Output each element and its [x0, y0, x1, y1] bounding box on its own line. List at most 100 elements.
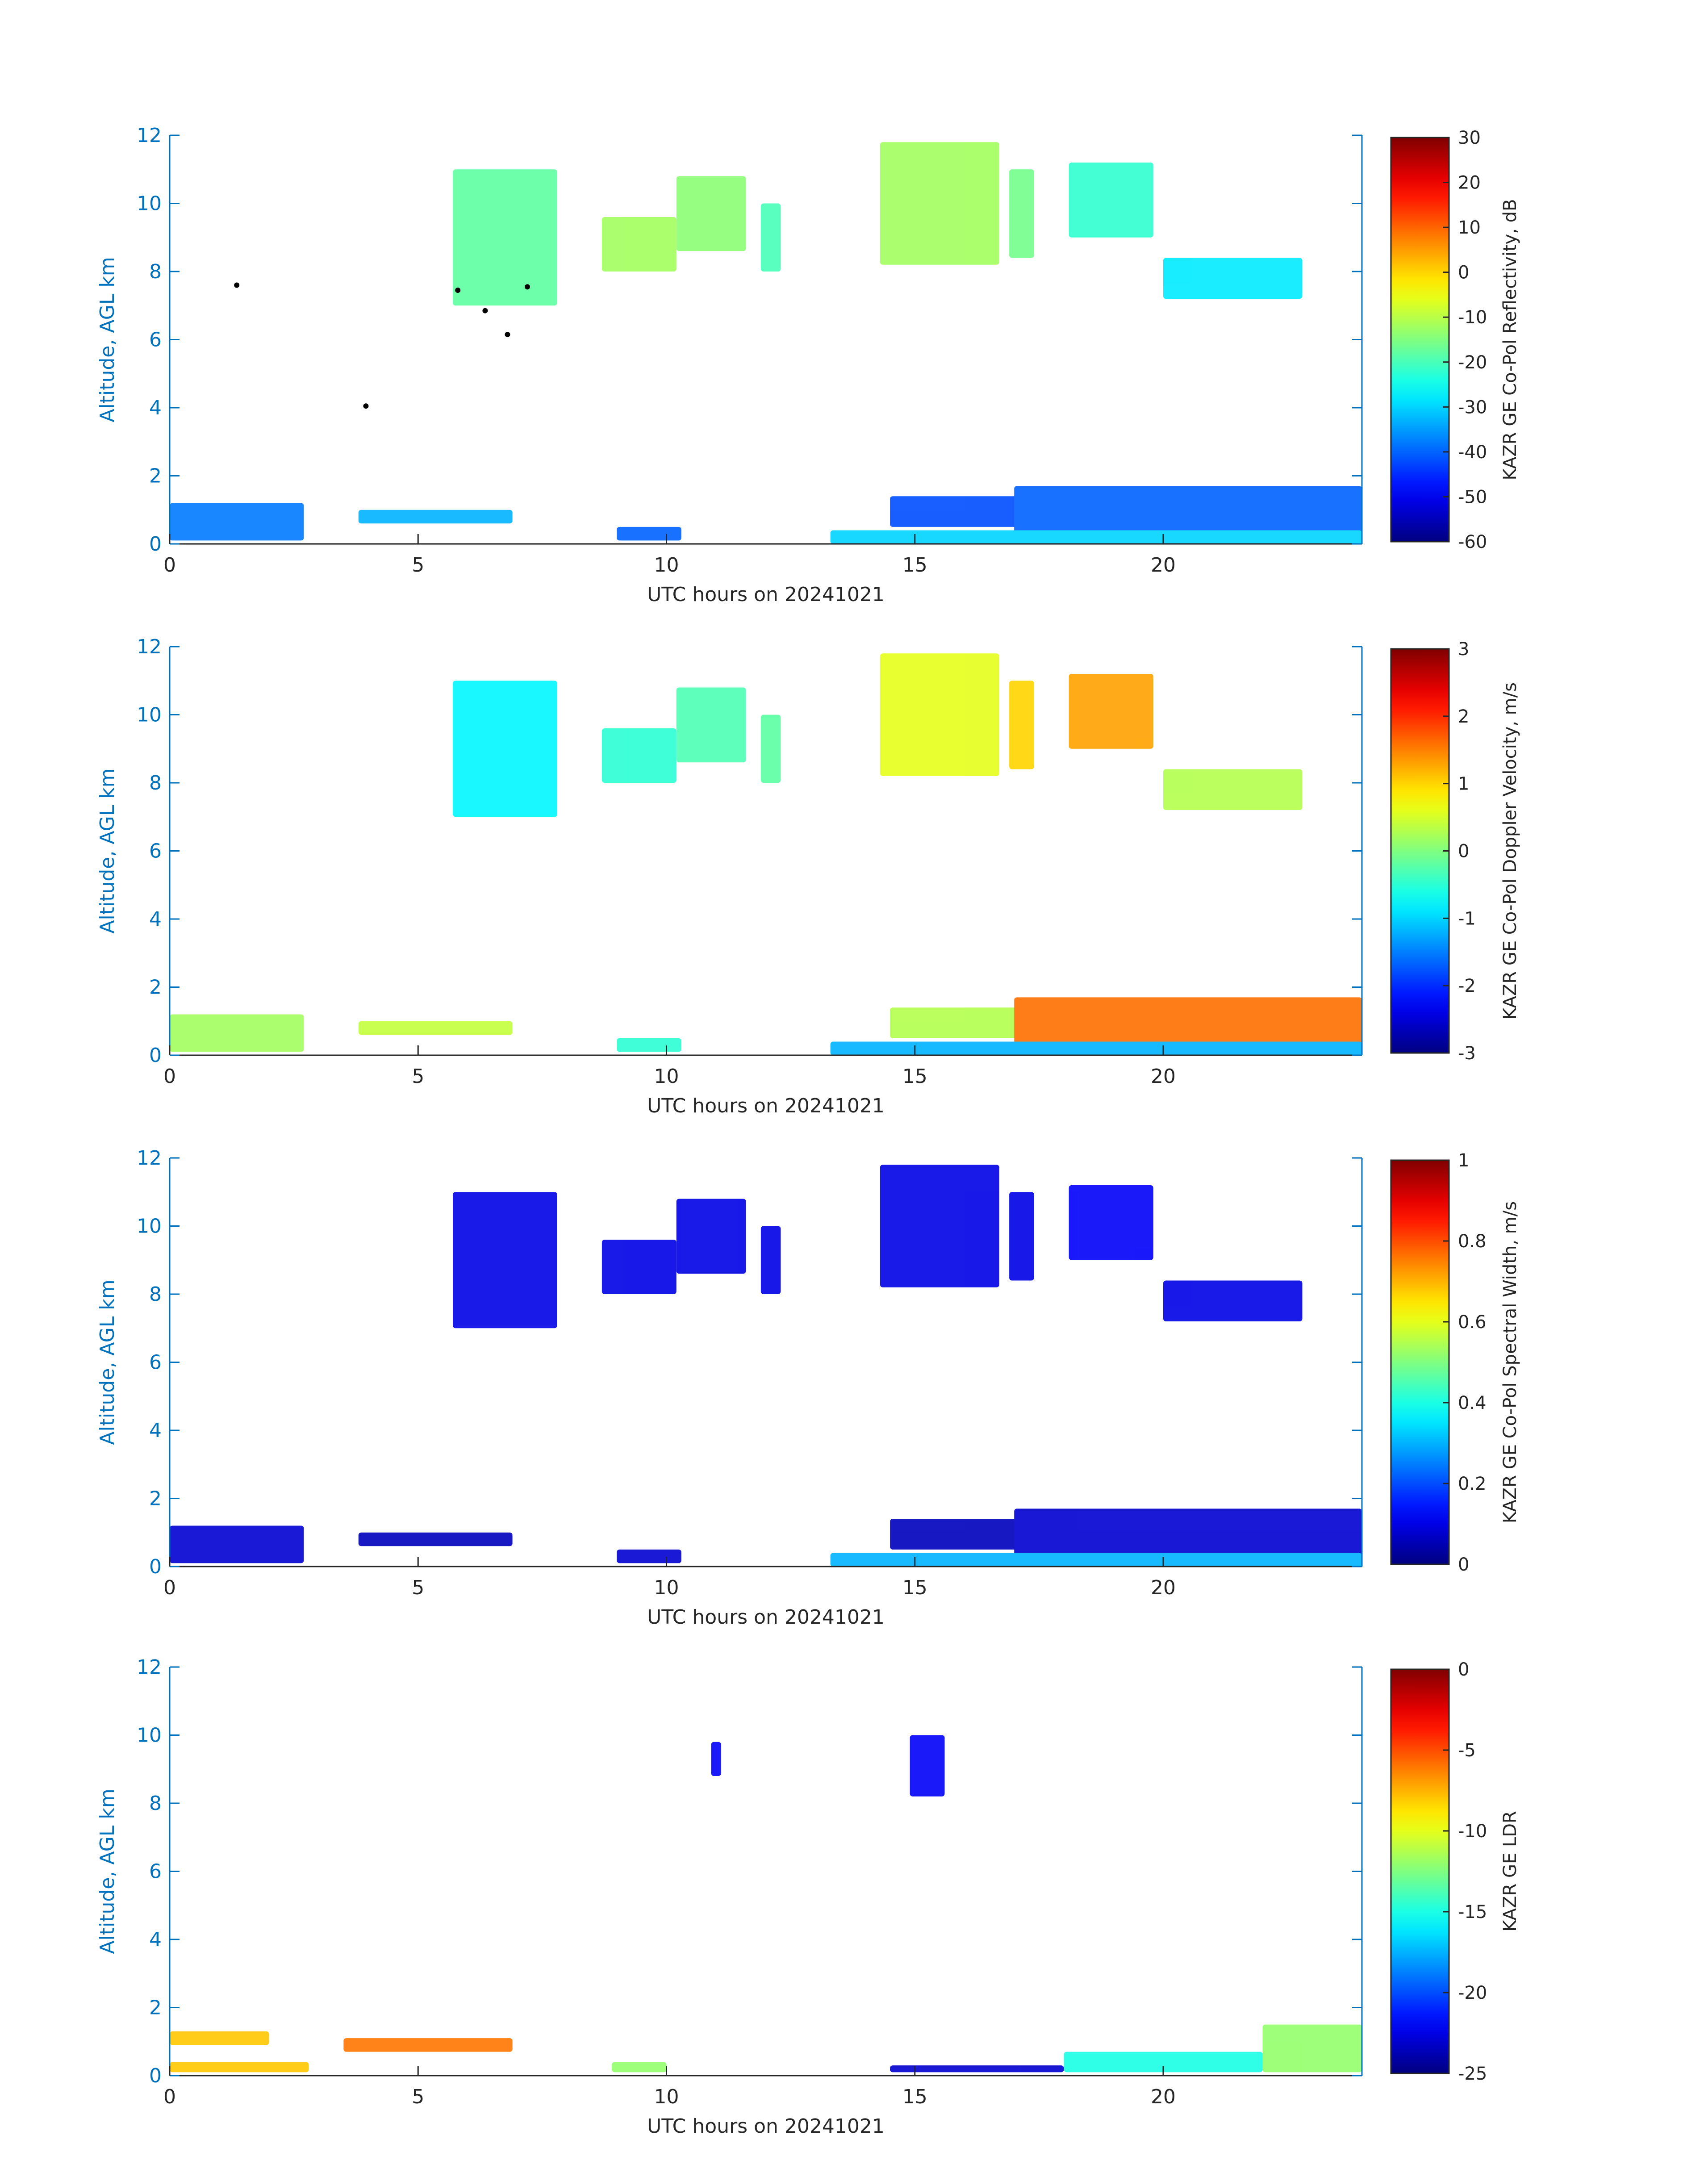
- y-tick-label: 10: [137, 704, 162, 727]
- y-axis-label: Altitude, AGL km: [96, 768, 119, 933]
- data-region: [676, 176, 746, 251]
- y-tick-label: 12: [137, 124, 162, 147]
- x-tick-label: 20: [1151, 2085, 1176, 2108]
- y-tick-label: 12: [137, 635, 162, 658]
- data-region: [170, 1014, 304, 1052]
- colorbar-label: KAZR GE Co-Pol Reflectivity, dB: [1500, 199, 1520, 481]
- y-tick-label: 0: [149, 533, 162, 556]
- x-axis-label: UTC hours on 20241021: [647, 2115, 885, 2138]
- data-region: [830, 1041, 1362, 1055]
- data-region: [1069, 163, 1153, 238]
- colorbar-label: KAZR GE Co-Pol Spectral Width, m/s: [1500, 1201, 1520, 1523]
- x-tick-label: 20: [1151, 1065, 1176, 1088]
- colorbar-tick-label: 10: [1458, 217, 1481, 238]
- x-tick-label: 15: [902, 1065, 927, 1088]
- data-region: [1014, 997, 1362, 1052]
- data-region: [601, 217, 677, 272]
- y-tick-label: 12: [137, 1147, 162, 1170]
- data-region: [1009, 169, 1034, 258]
- data-region: [453, 681, 557, 817]
- colorbar-tick-label: -40: [1458, 442, 1487, 463]
- data-region: [880, 653, 999, 776]
- data-region: [1262, 2024, 1362, 2073]
- x-tick-label: 5: [412, 1576, 424, 1599]
- x-tick-label: 5: [412, 2085, 424, 2108]
- x-tick-label: 0: [163, 2085, 176, 2108]
- data-region: [880, 1165, 999, 1287]
- y-tick-label: 4: [149, 397, 162, 419]
- data-region: [1014, 486, 1362, 541]
- data-region: [890, 1007, 1039, 1038]
- x-tick-label: 20: [1151, 554, 1176, 577]
- plot-area: [170, 647, 1362, 1055]
- colorbar-label: KAZR GE LDR: [1500, 1811, 1520, 1932]
- y-tick-label: 8: [149, 1283, 162, 1306]
- x-tick-label: 15: [902, 1576, 927, 1599]
- data-marker: [482, 308, 488, 313]
- y-tick-label: 6: [149, 1860, 162, 1883]
- colorbar-label: KAZR GE Co-Pol Doppler Velocity, m/s: [1500, 682, 1520, 1020]
- x-tick-label: 10: [654, 2085, 679, 2108]
- y-tick-label: 0: [149, 1555, 162, 1578]
- data-region: [170, 2031, 269, 2045]
- data-region: [1064, 2052, 1263, 2073]
- data-region: [711, 1742, 721, 1776]
- colorbar: [1390, 648, 1450, 1054]
- data-region: [343, 2038, 513, 2052]
- colorbar-tick-label: -10: [1458, 1821, 1487, 1842]
- data-region: [358, 1021, 513, 1035]
- x-tick-label: 5: [412, 554, 424, 577]
- data-region: [1069, 674, 1153, 749]
- data-region: [760, 1226, 781, 1294]
- y-tick-label: 0: [149, 2064, 162, 2087]
- colorbar-tick-label: -1: [1458, 908, 1476, 929]
- data-region: [1163, 258, 1303, 299]
- data-region: [358, 510, 513, 524]
- x-tick-label: 10: [654, 1576, 679, 1599]
- data-region: [676, 1199, 746, 1274]
- data-region: [617, 526, 681, 541]
- colorbar-tick-label: 0.4: [1458, 1393, 1487, 1413]
- y-tick-label: 4: [149, 908, 162, 931]
- colorbar-tick-label: -15: [1458, 1902, 1487, 1922]
- x-tick-label: 10: [654, 1065, 679, 1088]
- colorbar-tick-label: 1: [1458, 774, 1469, 794]
- colorbar-tick-label: -25: [1458, 2064, 1487, 2084]
- colorbar-tick-label: 1: [1458, 1150, 1469, 1171]
- colorbar-tick-label: 0: [1458, 263, 1469, 283]
- data-region: [1163, 769, 1303, 810]
- colorbar-tick-label: 0.6: [1458, 1312, 1487, 1333]
- data-region: [170, 2062, 309, 2073]
- colorbar: [1390, 1668, 1450, 2074]
- panel-1: 0 2 4 6 8 10 12 0 5 10 15 20 UTC hours on 20241021 Al…: [96, 124, 1520, 606]
- data-region: [601, 728, 677, 783]
- data-region: [880, 142, 999, 265]
- panel-4: 0 2 4 6 8 10 12 0 5 10 15 20 UTC hours on 20241021 Al…: [96, 1656, 1520, 2138]
- data-region: [830, 1553, 1362, 1567]
- data-regions: [170, 1735, 1362, 2073]
- data-region: [453, 169, 557, 306]
- x-tick-label: 20: [1151, 1576, 1176, 1599]
- data-region: [1009, 1192, 1034, 1281]
- x-axis-label: UTC hours on 20241021: [647, 1095, 885, 1117]
- y-axis-label: Altitude, AGL km: [96, 257, 119, 422]
- plot-area: [170, 135, 1362, 544]
- y-tick-label: 6: [149, 840, 162, 863]
- y-tick-label: 10: [137, 192, 162, 215]
- colorbar-tick-label: -50: [1458, 487, 1487, 507]
- colorbar-tick-label: -10: [1458, 307, 1487, 328]
- data-region: [676, 687, 746, 763]
- y-tick-label: 2: [149, 1488, 162, 1510]
- y-tick-label: 2: [149, 1997, 162, 2019]
- data-region: [170, 503, 304, 541]
- x-axis-label: UTC hours on 20241021: [647, 1606, 885, 1629]
- y-tick-label: 10: [137, 1724, 162, 1747]
- colorbar-tick-label: -3: [1458, 1043, 1476, 1064]
- plot-area: [170, 1667, 1362, 2076]
- data-region: [830, 530, 1362, 544]
- data-region: [910, 1735, 945, 1797]
- data-regions: [170, 142, 1362, 544]
- data-marker: [505, 332, 510, 338]
